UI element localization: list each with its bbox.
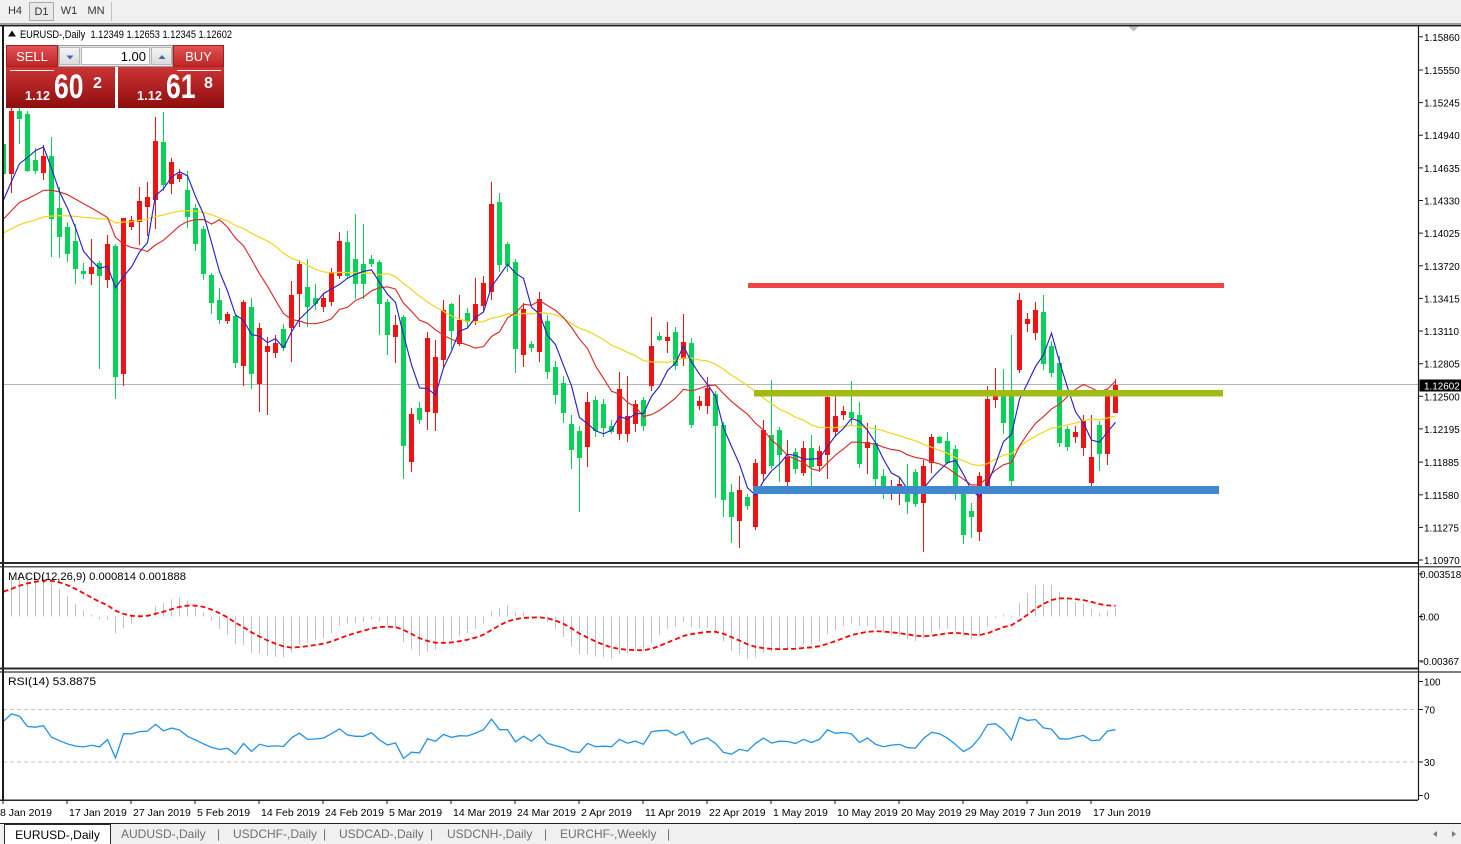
svg-text:27 Jan 2019: 27 Jan 2019 xyxy=(133,807,191,819)
svg-text:24 Feb 2019: 24 Feb 2019 xyxy=(325,807,384,819)
svg-text:1.14025: 1.14025 xyxy=(1424,229,1460,240)
svg-text:1.12805: 1.12805 xyxy=(1424,360,1460,371)
svg-text:1.13415: 1.13415 xyxy=(1424,294,1460,305)
svg-text:1.10970: 1.10970 xyxy=(1424,556,1460,567)
svg-text:1.11275: 1.11275 xyxy=(1424,523,1459,534)
svg-text:1.11580: 1.11580 xyxy=(1424,491,1459,502)
svg-text:20 May 2019: 20 May 2019 xyxy=(901,807,962,819)
svg-text:1.15550: 1.15550 xyxy=(1424,66,1460,77)
svg-text:1.15245: 1.15245 xyxy=(1424,99,1460,110)
svg-text:0: 0 xyxy=(1424,792,1430,803)
svg-text:24 Mar 2019: 24 Mar 2019 xyxy=(517,807,576,819)
svg-text:MACD(12,26,9) 0.000814 0.00188: MACD(12,26,9) 0.000814 0.001888 xyxy=(8,571,186,583)
svg-text:30: 30 xyxy=(1424,758,1435,769)
svg-text:EURUSD-,Daily 1.12349 1.12653: EURUSD-,Daily 1.12349 1.12653 1.12345 1.… xyxy=(20,29,232,41)
svg-text:14 Mar 2019: 14 Mar 2019 xyxy=(453,807,512,819)
svg-text:17 Jan 2019: 17 Jan 2019 xyxy=(69,807,127,819)
svg-text:1 May 2019: 1 May 2019 xyxy=(773,807,828,819)
svg-text:14 Feb 2019: 14 Feb 2019 xyxy=(261,807,320,819)
svg-text:1.14330: 1.14330 xyxy=(1424,197,1460,208)
svg-text:11 Apr 2019: 11 Apr 2019 xyxy=(645,807,701,819)
svg-text:1.11885: 1.11885 xyxy=(1424,458,1459,469)
svg-text:5 Mar 2019: 5 Mar 2019 xyxy=(389,807,442,819)
svg-text:10 May 2019: 10 May 2019 xyxy=(837,807,898,819)
svg-text:1.14635: 1.14635 xyxy=(1424,164,1460,175)
svg-text:-0.00367: -0.00367 xyxy=(1420,657,1459,668)
svg-text:1.14940: 1.14940 xyxy=(1424,131,1460,142)
svg-text:5 Feb 2019: 5 Feb 2019 xyxy=(197,807,250,819)
svg-text:1.12500: 1.12500 xyxy=(1424,392,1460,403)
svg-text:29 May 2019: 29 May 2019 xyxy=(965,807,1026,819)
svg-text:100: 100 xyxy=(1424,678,1441,689)
svg-text:0.003518: 0.003518 xyxy=(1420,570,1461,581)
svg-text:70: 70 xyxy=(1424,706,1435,717)
svg-text:1.12602: 1.12602 xyxy=(1424,381,1460,392)
svg-text:7 Jun 2019: 7 Jun 2019 xyxy=(1029,807,1081,819)
svg-text:22 Apr 2019: 22 Apr 2019 xyxy=(709,807,766,819)
svg-text:1.15860: 1.15860 xyxy=(1424,33,1460,44)
svg-text:1.13110: 1.13110 xyxy=(1424,327,1459,338)
svg-text:0.00: 0.00 xyxy=(1420,613,1440,624)
svg-text:RSI(14) 53.8875: RSI(14) 53.8875 xyxy=(8,676,96,688)
svg-text:8 Jan 2019: 8 Jan 2019 xyxy=(0,807,52,819)
svg-text:1.13720: 1.13720 xyxy=(1424,262,1460,273)
svg-text:17 Jun 2019: 17 Jun 2019 xyxy=(1093,807,1151,819)
svg-text:1.12195: 1.12195 xyxy=(1424,425,1460,436)
svg-text:2 Apr 2019: 2 Apr 2019 xyxy=(581,807,632,819)
